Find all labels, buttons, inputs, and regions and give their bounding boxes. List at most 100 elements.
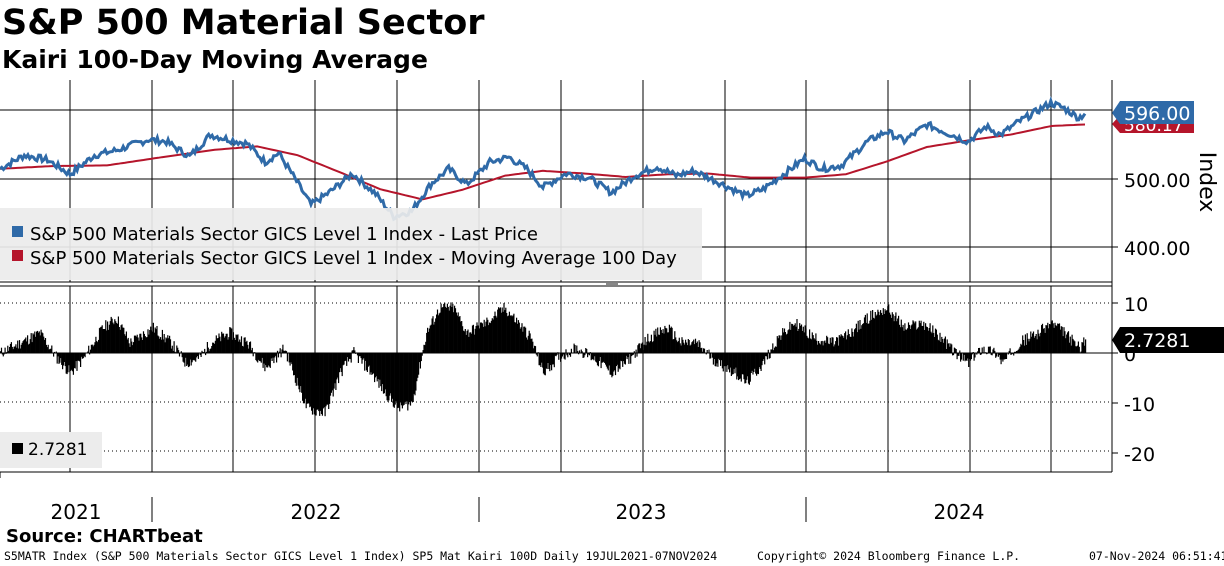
kairi-bar <box>562 353 564 355</box>
kairi-bar <box>806 335 808 353</box>
kairi-bar <box>0 347 3 353</box>
kairi-bar <box>1047 322 1049 353</box>
kairi-bar <box>998 353 1000 356</box>
kairi-bar <box>480 322 482 353</box>
kairi-bar <box>46 347 48 353</box>
kairi-bar <box>326 353 328 405</box>
kairi-bar <box>787 330 789 353</box>
kairi-bar <box>388 353 390 401</box>
kairi-bar <box>457 312 459 353</box>
kairi-bar <box>337 353 339 378</box>
kairi-bar <box>540 353 542 367</box>
kairi-bar <box>933 332 935 353</box>
kairi-bar <box>779 335 781 353</box>
kairi-bar <box>1012 353 1014 354</box>
kairi-bar <box>1053 327 1055 353</box>
kairi-bar <box>657 327 659 353</box>
kairi-bar <box>871 319 873 353</box>
kairi-bar <box>108 324 110 353</box>
kairi-bar <box>1085 339 1087 353</box>
kairi-bar <box>702 351 704 353</box>
kairi-bar <box>992 349 994 353</box>
kairi-bar <box>347 353 349 358</box>
kairi-bar <box>418 353 420 375</box>
kairi-bar <box>151 331 154 353</box>
kairi-bar <box>627 353 629 358</box>
kairi-bar <box>729 353 731 373</box>
kairi-bar <box>879 315 881 353</box>
kairi-bar <box>123 327 125 353</box>
kairi-bar <box>113 324 115 353</box>
kairi-bar <box>591 353 593 360</box>
kairi-bar <box>961 352 963 354</box>
kairi-bar <box>907 328 909 353</box>
kairi-bar <box>411 353 413 402</box>
kairi-bar <box>34 331 36 353</box>
kairi-bar <box>478 330 480 353</box>
kairi-bar <box>515 322 517 353</box>
kairi-bar <box>82 353 84 359</box>
kairi-bar <box>937 339 939 353</box>
kairi-bar <box>855 323 857 353</box>
kairi-bar <box>240 342 242 353</box>
kairi-bar <box>25 337 27 353</box>
kairi-bar <box>832 337 834 353</box>
kairi-bar <box>371 353 373 375</box>
kairi-bar <box>243 337 245 353</box>
kairi-bar <box>873 318 875 353</box>
kairi-bar <box>935 329 937 353</box>
kairi-bar <box>266 353 268 368</box>
kairi-bar <box>126 339 128 353</box>
kairi-bar <box>872 317 875 353</box>
kairi-bar <box>456 315 458 353</box>
kairi-bar <box>203 352 205 353</box>
kairi-bar <box>812 335 814 353</box>
kairi-bar <box>652 341 654 353</box>
kairi-bar <box>634 353 636 358</box>
kairi-bar <box>115 321 117 353</box>
kairi-bar <box>1024 334 1026 353</box>
kairi-bar <box>669 328 671 353</box>
kairi-bar <box>833 346 835 353</box>
kairi-bar <box>538 353 540 366</box>
kairi-bar <box>343 353 345 365</box>
kairi-bar <box>1019 346 1021 353</box>
kairi-bar <box>726 353 728 372</box>
kairi-bar <box>488 325 490 353</box>
kairi-bar <box>36 330 39 353</box>
kairi-bar <box>259 353 261 362</box>
kairi-bar <box>250 350 252 353</box>
kairi-bar <box>171 345 173 353</box>
kairi-bar <box>819 344 821 353</box>
kairi-bar <box>953 347 955 353</box>
kairi-bar <box>696 341 698 353</box>
kairi-bar <box>511 316 513 353</box>
kairi-bar <box>416 353 418 382</box>
kairi-bar <box>737 353 739 377</box>
kairi-bar <box>18 348 20 353</box>
kairi-last-value: 2.7281 <box>1124 330 1190 352</box>
kairi-bar <box>798 328 800 353</box>
kairi-bar <box>189 353 191 360</box>
kairi-bar <box>142 340 144 353</box>
kairi-bar <box>345 353 347 361</box>
kairi-bar <box>41 332 43 353</box>
x-tick-label: 2021 <box>51 500 102 524</box>
kairi-bar <box>528 330 530 353</box>
kairi-bar <box>277 353 279 358</box>
kairi-bar <box>1050 321 1052 353</box>
kairi-bar <box>686 345 688 353</box>
kairi-bar <box>247 344 249 353</box>
kairi-bar <box>484 326 486 353</box>
kairi-bar <box>775 346 777 353</box>
kairi-bar <box>1003 353 1005 360</box>
kairi-bar <box>173 341 175 353</box>
kairi-bar <box>437 315 439 353</box>
kairi-bar <box>462 330 465 353</box>
kairi-bar <box>979 353 981 355</box>
kairi-bar <box>397 353 399 409</box>
kairi-bar <box>5 353 7 354</box>
kairi-bar <box>925 326 928 353</box>
kairi-bar <box>882 308 884 353</box>
kairi-bar <box>614 353 616 371</box>
